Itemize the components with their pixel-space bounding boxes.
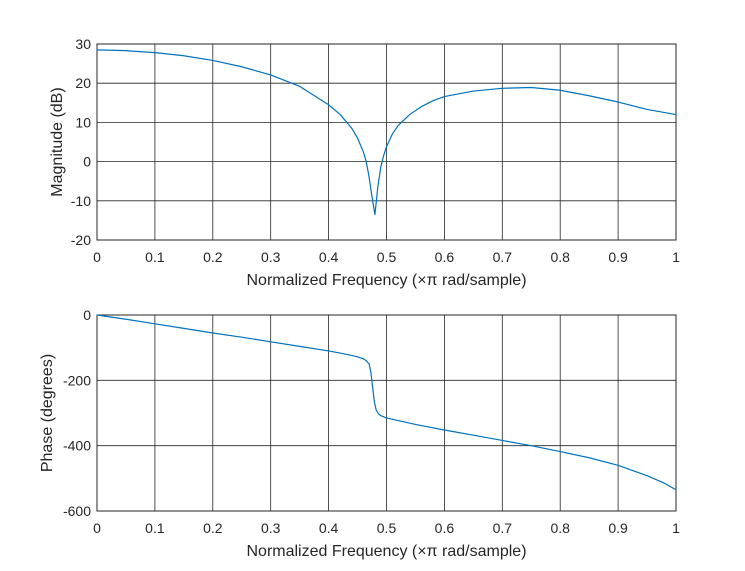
- phase-panel: 0 0.1 0.2 0.3 0.4 0.5 0.6 0.7 0.8 0.9 1 -600 -400 -20…: [39, 307, 680, 560]
- magnitude-x-axis-label: Normalized Frequency (×π rad/sample): [246, 272, 526, 289]
- magnitude-series-line: [96, 49, 677, 216]
- magnitude-x-tick-label: 0.7: [493, 249, 513, 265]
- phase-x-tick-label: 0.9: [608, 520, 628, 536]
- magnitude-x-tick-label: 0.2: [203, 249, 223, 265]
- phase-y-tick-label: -400: [63, 438, 91, 454]
- phase-x-axis-label: Normalized Frequency (×π rad/sample): [246, 543, 526, 560]
- magnitude-x-tick-label: 0.6: [435, 249, 455, 265]
- magnitude-y-tick-label: 30: [75, 36, 91, 52]
- magnitude-x-tick-label: 0.4: [319, 249, 339, 265]
- phase-x-tick-label: 0: [93, 520, 101, 536]
- phase-x-tick-label: 0.4: [319, 520, 339, 536]
- magnitude-y-axis-label: Magnitude (dB): [49, 87, 66, 196]
- magnitude-x-tick-label: 0.1: [145, 249, 165, 265]
- phase-y-tick-label: -200: [63, 372, 91, 388]
- phase-axes-box: [96, 314, 677, 512]
- magnitude-x-tick-label: 0.3: [261, 249, 281, 265]
- phase-x-tick-label: 0.5: [377, 520, 397, 536]
- phase-y-tick-label: -600: [63, 503, 91, 519]
- magnitude-x-tick-label: 1: [672, 249, 680, 265]
- phase-x-tick-label: 0.6: [435, 520, 455, 536]
- phase-series-line: [96, 314, 677, 491]
- magnitude-y-tick-label: -10: [71, 193, 91, 209]
- magnitude-x-tick-label: 0.5: [377, 249, 397, 265]
- phase-x-tick-label: 0.8: [550, 520, 570, 536]
- magnitude-x-tick-label: 0: [93, 249, 101, 265]
- phase-x-tick-label: 0.1: [145, 520, 165, 536]
- magnitude-panel: 0 0.1 0.2 0.3 0.4 0.5 0.6 0.7 0.8 0.9 1 -20 -10 0 10 20…: [49, 36, 680, 289]
- magnitude-y-tick-label: 20: [75, 75, 91, 91]
- phase-x-tick-label: 0.7: [493, 520, 513, 536]
- phase-y-tick-label: 0: [83, 307, 91, 323]
- phase-x-tick-label: 1: [672, 520, 680, 536]
- phase-y-axis-label: Phase (degrees): [39, 354, 56, 472]
- magnitude-x-tick-label: 0.9: [608, 249, 628, 265]
- phase-x-tick-label: 0.3: [261, 520, 281, 536]
- magnitude-axes-box: [96, 43, 677, 241]
- magnitude-y-tick-label: 10: [75, 114, 91, 130]
- magnitude-y-tick-label: 0: [83, 154, 91, 170]
- magnitude-y-tick-label: -20: [71, 232, 91, 248]
- phase-x-tick-label: 0.2: [203, 520, 223, 536]
- magnitude-x-tick-label: 0.8: [550, 249, 570, 265]
